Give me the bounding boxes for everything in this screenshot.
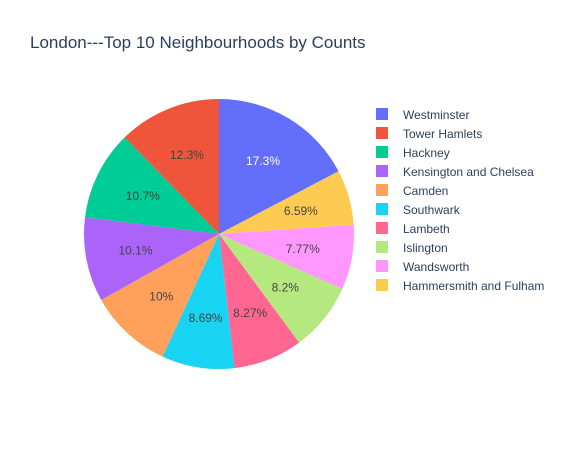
- slice-label-hackney: 10.7%: [126, 189, 160, 203]
- slice-label-kensington-and-chelsea: 10.1%: [119, 243, 153, 257]
- legend-label: Lambeth: [403, 222, 450, 236]
- legend-item-tower-hamlets[interactable]: Tower Hamlets: [376, 127, 482, 141]
- legend-item-hackney[interactable]: Hackney: [376, 146, 450, 160]
- slice-label-westminster: 17.3%: [246, 154, 280, 168]
- pie-slice-tower-hamlets: [124, 99, 219, 234]
- legend-label: Hackney: [403, 146, 450, 160]
- legend-swatch: [376, 279, 388, 291]
- legend-swatch: [376, 241, 388, 253]
- pie-slice-southwark: [162, 234, 235, 369]
- slice-label-islington: 8.2%: [272, 280, 300, 294]
- slice-label-southwark: 8.69%: [189, 311, 223, 325]
- legend-item-kensington-and-chelsea[interactable]: Kensington and Chelsea: [376, 165, 534, 179]
- pie-slice-lambeth: [219, 234, 300, 369]
- slice-label-camden: 10%: [149, 289, 173, 303]
- legend-label: Southwark: [403, 203, 461, 217]
- legend-swatch: [376, 260, 388, 272]
- legend-item-hammersmith-and-fulham[interactable]: Hammersmith and Fulham: [376, 279, 544, 293]
- legend-item-wandsworth[interactable]: Wandsworth: [376, 260, 469, 274]
- legend-swatch: [376, 127, 388, 139]
- slice-label-tower-hamlets: 12.3%: [170, 148, 204, 162]
- legend-label: Islington: [403, 241, 448, 255]
- legend-swatch: [376, 165, 388, 177]
- legend-item-camden[interactable]: Camden: [376, 184, 448, 198]
- legend-label: Wandsworth: [403, 260, 469, 274]
- legend-label: Kensington and Chelsea: [403, 165, 534, 179]
- legend-label: Westminster: [403, 108, 469, 122]
- pie-slices: [84, 99, 354, 369]
- legend-swatch: [376, 222, 388, 234]
- legend: Westminster Tower Hamlets Hackney Kensingto…: [376, 108, 544, 293]
- legend-label: Camden: [403, 184, 448, 198]
- legend-swatch: [376, 184, 388, 196]
- legend-swatch: [376, 203, 388, 215]
- slice-label-hammersmith-and-fulham: 6.59%: [284, 204, 318, 218]
- legend-item-islington[interactable]: Islington: [376, 241, 448, 255]
- pie-slice-kensington-and-chelsea: [84, 217, 220, 300]
- legend-item-lambeth[interactable]: Lambeth: [376, 222, 450, 236]
- pie-slice-labels: 17.3% 6.59% 7.77% 8.2% 8.27% 8.69% 10% 10.1% 10.…: [119, 148, 321, 325]
- pie-slice-hammersmith-and-fulham: [219, 171, 354, 234]
- legend-label: Hammersmith and Fulham: [403, 279, 544, 293]
- legend-item-southwark[interactable]: Southwark: [376, 203, 461, 217]
- legend-swatch: [376, 146, 388, 158]
- legend-swatch: [376, 108, 388, 120]
- legend-item-westminster[interactable]: Westminster: [376, 108, 469, 122]
- pie-slice-islington: [219, 234, 343, 343]
- slice-label-wandsworth: 7.77%: [286, 242, 320, 256]
- slice-label-lambeth: 8.27%: [233, 306, 267, 320]
- chart-title: London---Top 10 Neighbourhoods by Counts: [30, 33, 366, 52]
- pie-slice-westminster: [219, 99, 339, 234]
- legend-label: Tower Hamlets: [403, 127, 482, 141]
- pie-slice-wandsworth: [219, 224, 354, 290]
- pie-slice-camden: [101, 234, 219, 357]
- pie-slice-hackney: [85, 137, 219, 234]
